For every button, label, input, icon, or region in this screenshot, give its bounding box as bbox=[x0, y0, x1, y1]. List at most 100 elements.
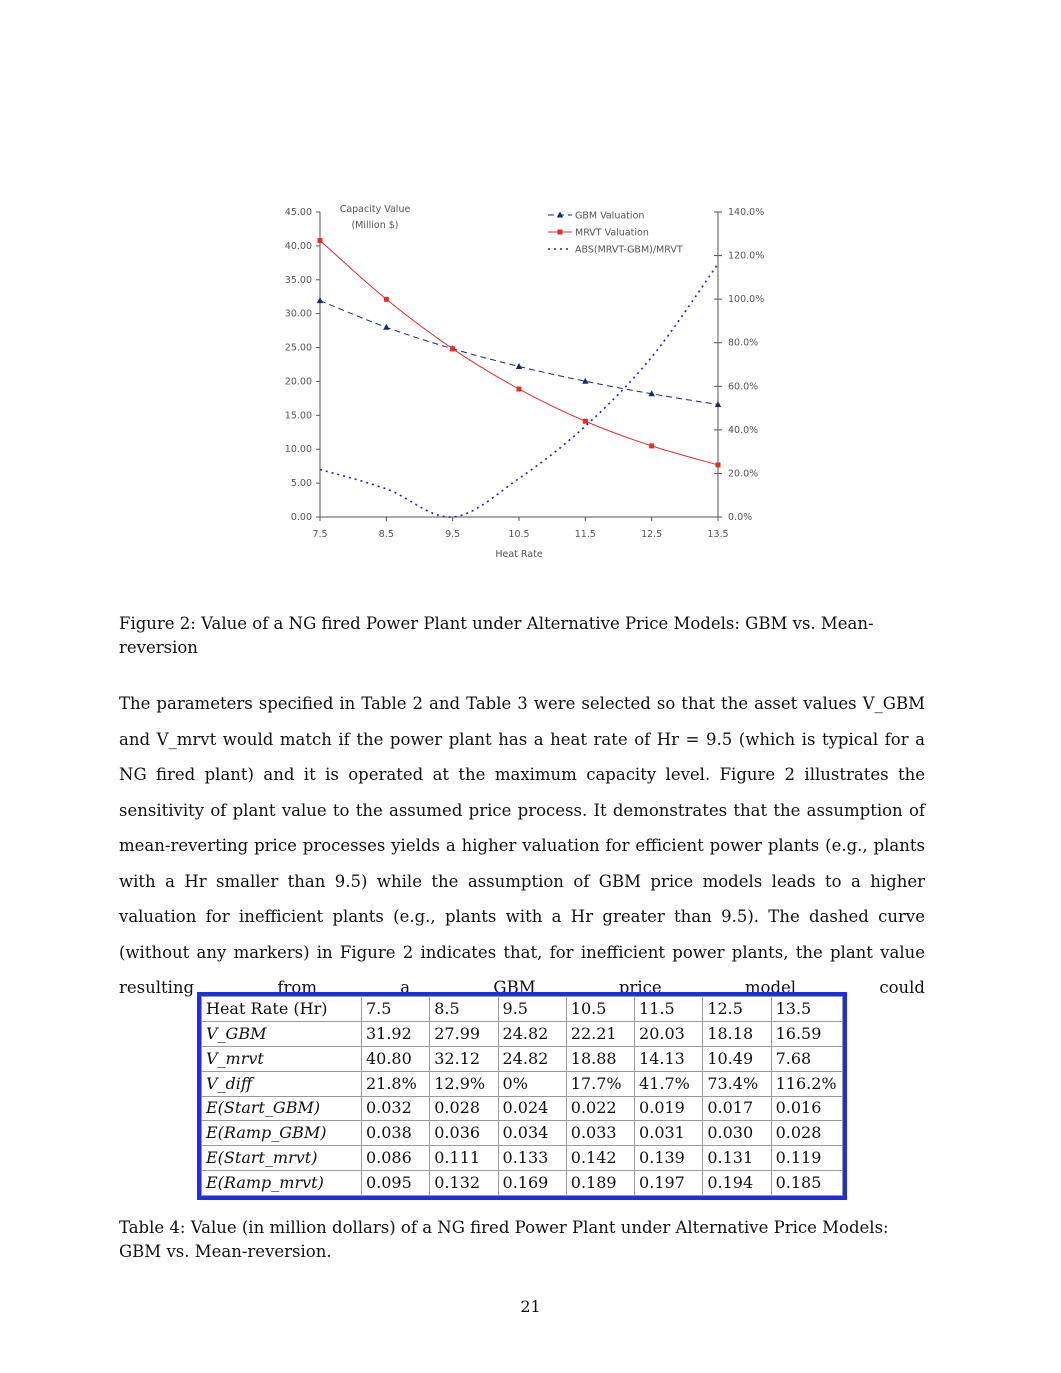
table-cell: 0.017 bbox=[702, 1095, 772, 1122]
data-point bbox=[649, 443, 655, 449]
table-cell: 0.016 bbox=[770, 1095, 844, 1122]
y-tick-label: 25.00 bbox=[285, 343, 312, 354]
table-cell: 16.59 bbox=[770, 1020, 844, 1047]
capacity-value-chart: 0.00 5.00 10.00 15.00 20.00 25.00 30.00 35.00 40… bbox=[285, 204, 764, 560]
table-cell: 17.7% bbox=[565, 1070, 636, 1097]
table-cell: 0.032 bbox=[360, 1095, 431, 1122]
table-row-label: E(Ramp_GBM) bbox=[201, 1120, 362, 1147]
table-cell: 0.131 bbox=[702, 1145, 772, 1172]
data-point bbox=[714, 401, 722, 408]
data-point bbox=[383, 323, 390, 330]
x-tick-label: 10.5 bbox=[508, 529, 529, 540]
x-tick-label: 8.5 bbox=[379, 529, 394, 540]
data-point bbox=[648, 390, 655, 397]
y-tick-label: 45.00 bbox=[285, 207, 312, 218]
data-point bbox=[582, 418, 588, 424]
table-cell: 0.028 bbox=[770, 1120, 844, 1147]
y2-tick-label: 20.0% bbox=[728, 468, 758, 479]
table-cell: 20.03 bbox=[634, 1020, 704, 1047]
table-cell: 22.21 bbox=[565, 1020, 636, 1047]
table-row-label: E(Start_GBM) bbox=[201, 1095, 362, 1122]
y-tick-label: 0.00 bbox=[291, 512, 312, 523]
table-cell: 0.095 bbox=[360, 1170, 431, 1196]
table-cell: 0.194 bbox=[702, 1170, 772, 1196]
table-cell: 0.185 bbox=[770, 1170, 844, 1196]
legend-marker bbox=[557, 229, 563, 235]
table-cell: 0.142 bbox=[565, 1145, 636, 1172]
y2-tick-label: 120.0% bbox=[728, 251, 764, 262]
table-cell: 0.034 bbox=[497, 1120, 567, 1147]
series-line bbox=[319, 240, 719, 466]
figure-caption: Figure 2: Value of a NG fired Power Plan… bbox=[119, 614, 874, 657]
table-cell: 27.99 bbox=[429, 1020, 499, 1047]
table-caption: Table 4: Value (in million dollars) of a… bbox=[119, 1218, 889, 1261]
y2-tick-label: 0.0% bbox=[728, 512, 752, 523]
body-paragraph-text: The parameters specified in Table 2 and … bbox=[119, 694, 925, 997]
table-cell: 32.12 bbox=[429, 1045, 499, 1072]
y-tick-label: 10.00 bbox=[285, 444, 312, 455]
legend-label: GBM Valuation bbox=[575, 211, 644, 222]
table-cell: 12.5 bbox=[702, 996, 772, 1022]
data-point bbox=[515, 362, 523, 369]
table-cell: 14.13 bbox=[634, 1045, 704, 1072]
x-tick-label: 12.5 bbox=[641, 529, 662, 540]
chart-title: Capacity Value bbox=[340, 204, 411, 215]
table-cell: 116.2% bbox=[770, 1070, 844, 1097]
chart-title: (Million $) bbox=[351, 220, 398, 231]
legend-label: MRVT Valuation bbox=[575, 228, 649, 239]
table-cell: 13.5 bbox=[770, 996, 844, 1022]
y-tick-label: 35.00 bbox=[285, 275, 312, 286]
table-cell: 24.82 bbox=[497, 1045, 567, 1072]
table-row: E(Ramp_GBM) 0.038 0.036 0.034 0.033 0.031 0.03… bbox=[201, 1120, 844, 1147]
series-line bbox=[319, 263, 719, 518]
y2-tick-label: 80.0% bbox=[728, 338, 758, 349]
table-row-label: V_diff bbox=[201, 1070, 362, 1097]
y2-tick-label: 140.0% bbox=[728, 207, 764, 218]
data-point bbox=[450, 346, 456, 352]
table-row: E(Start_mrvt) 0.086 0.111 0.133 0.142 0.139 0.… bbox=[201, 1145, 844, 1172]
data-point bbox=[383, 296, 389, 302]
table-cell: 41.7% bbox=[634, 1070, 704, 1097]
table-cell: 0.036 bbox=[429, 1120, 499, 1147]
table-cell: 0.111 bbox=[429, 1145, 499, 1172]
y-tick-label: 40.00 bbox=[285, 241, 312, 252]
table-cell: 18.88 bbox=[565, 1045, 636, 1072]
page-number: 21 bbox=[520, 1297, 541, 1316]
data-point bbox=[582, 377, 589, 384]
y2-tick-label: 40.0% bbox=[728, 425, 758, 436]
table-row-label: V_GBM bbox=[201, 1020, 362, 1047]
y-tick-label: 5.00 bbox=[291, 478, 312, 489]
table-row-label: E(Start_mrvt) bbox=[201, 1145, 362, 1172]
x-axis-label: Heat Rate bbox=[495, 549, 542, 560]
x-tick-label: 11.5 bbox=[575, 529, 596, 540]
table-row-label: V_mrvt bbox=[201, 1045, 362, 1072]
table-cell: 31.92 bbox=[360, 1020, 431, 1047]
table-cell: 21.8% bbox=[360, 1070, 431, 1097]
x-tick-label: 9.5 bbox=[445, 529, 460, 540]
table-cell: 10.5 bbox=[565, 996, 636, 1022]
table-cell: 0.139 bbox=[634, 1145, 704, 1172]
y2-tick-label: 100.0% bbox=[728, 294, 764, 305]
table-cell: 0.086 bbox=[360, 1145, 431, 1172]
table-cell: 0.033 bbox=[565, 1120, 636, 1147]
table-cell: 0.028 bbox=[429, 1095, 499, 1122]
table-cell: 8.5 bbox=[429, 996, 499, 1022]
table-cell: 73.4% bbox=[702, 1070, 772, 1097]
table-cell: 0.189 bbox=[565, 1170, 636, 1196]
table-cell: 10.49 bbox=[702, 1045, 772, 1072]
table-cell: 0.022 bbox=[565, 1095, 636, 1122]
table-cell: 7.68 bbox=[770, 1045, 844, 1072]
table-cell: 0.169 bbox=[497, 1170, 567, 1196]
data-point bbox=[715, 462, 721, 468]
table-row: V_diff 21.8% 12.9% 0% 17.7% 41.7% 73.4% 116.2% bbox=[201, 1070, 844, 1097]
table-row-label: Heat Rate (Hr) bbox=[201, 996, 362, 1022]
table-cell: 0.030 bbox=[702, 1120, 772, 1147]
legend-label: ABS(MRVT-GBM)/MRVT bbox=[575, 245, 683, 256]
table-row: E(Ramp_mrvt) 0.095 0.132 0.169 0.189 0.197 0.1… bbox=[201, 1170, 844, 1196]
table-cell: 0.132 bbox=[429, 1170, 499, 1196]
body-paragraph: The parameters specified in Table 2 and … bbox=[119, 686, 925, 1041]
table-cell: 7.5 bbox=[360, 996, 431, 1022]
data-point bbox=[316, 297, 324, 304]
table-row: V_mrvt 40.80 32.12 24.82 18.88 14.13 10.49 7.68 bbox=[201, 1045, 844, 1072]
table-cell: 0.119 bbox=[770, 1145, 844, 1172]
